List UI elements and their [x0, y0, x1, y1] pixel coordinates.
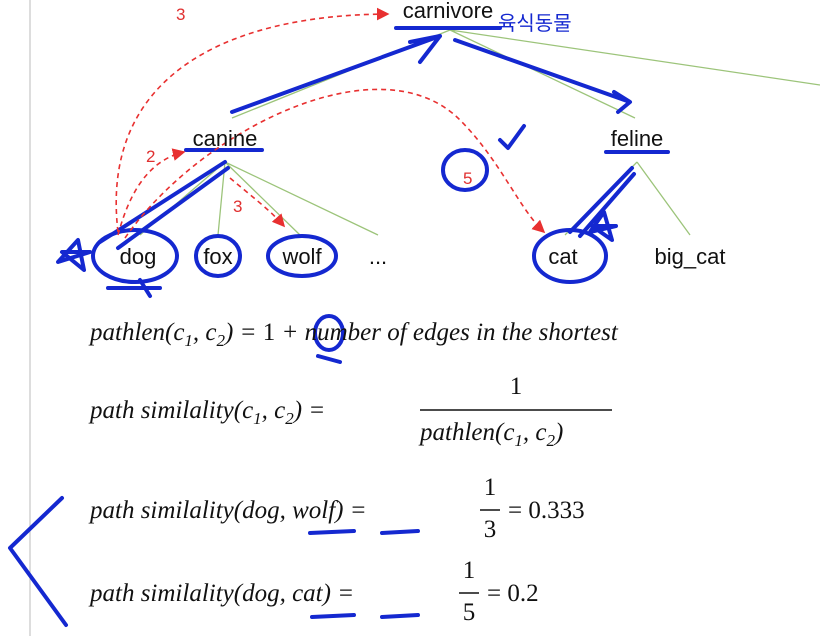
formula: path similality(dog, cat) = [88, 580, 354, 607]
node: ... [369, 244, 387, 269]
formula-part: 1 [184, 331, 193, 350]
node: canine [193, 126, 258, 151]
formula-result: = 0.333 [508, 497, 585, 524]
edge-count: 3 [176, 5, 185, 24]
edge-count: 3 [233, 197, 242, 216]
node: big_cat [655, 244, 726, 269]
node: feline [611, 126, 664, 151]
formula: pathlen(c1, c2) = 1 + number of edges in… [88, 319, 619, 350]
formula-part: path similality( [88, 497, 244, 524]
formula-part: 2 [285, 409, 294, 428]
edge-count: 2 [146, 147, 155, 166]
formula-part: , c [523, 419, 547, 446]
handwriting: 육식동물 [8, 11, 670, 627]
formula-part: , [280, 497, 293, 524]
formula-part: + number of edges in the shortest [281, 319, 618, 346]
formula-part: ) = [333, 497, 366, 524]
formula-part: ) = [321, 580, 354, 607]
formula-part: cat [292, 580, 324, 607]
formula-part: 1 [253, 409, 262, 428]
formula-part: path similality( [88, 580, 244, 607]
path-arrows [115, 7, 546, 239]
formula: path similality(c1, c2) = [88, 397, 325, 428]
formula-part: dog [242, 580, 280, 607]
formula-part: path similality(c [88, 397, 253, 424]
formula-part: , [280, 580, 293, 607]
denominator: 5 [463, 599, 476, 626]
formula-part: wolf [292, 497, 338, 524]
formula-part: 2 [217, 331, 226, 350]
formula-part: ) = [223, 319, 256, 346]
handwritten-note: 육식동물 [498, 11, 572, 35]
formula: path similality(dog, wolf) = [88, 497, 367, 524]
formula-part: , c [193, 319, 217, 346]
denominator: 3 [484, 516, 497, 543]
formula-part: dog [242, 497, 280, 524]
formula-part: 1 [263, 319, 276, 346]
numerator: 1 [484, 474, 497, 501]
formula-result: = 0.2 [487, 580, 539, 607]
formula-part: 1 [514, 431, 523, 450]
denominator: pathlen(c1, c2) [418, 419, 563, 450]
formula-part: , c [262, 397, 286, 424]
node: wolf [281, 244, 322, 269]
formula-part: 2 [547, 431, 556, 450]
formula-part: ) [553, 419, 563, 446]
formula-part: ) = [292, 397, 325, 424]
node: carnivore [403, 0, 493, 23]
node: fox [203, 244, 232, 269]
numerator: 1 [463, 557, 476, 584]
formula-part: pathlen(c [418, 419, 514, 446]
formula-part: pathlen(c [88, 319, 184, 346]
numerator: 1 [510, 373, 523, 400]
edge-count: 5 [463, 169, 472, 188]
node: dog [120, 244, 157, 269]
tree-nodes: carnivore canine feline dog fox wolf ...… [120, 0, 726, 269]
edge-counts: 3 2 3 5 [146, 5, 472, 216]
node: cat [548, 244, 577, 269]
